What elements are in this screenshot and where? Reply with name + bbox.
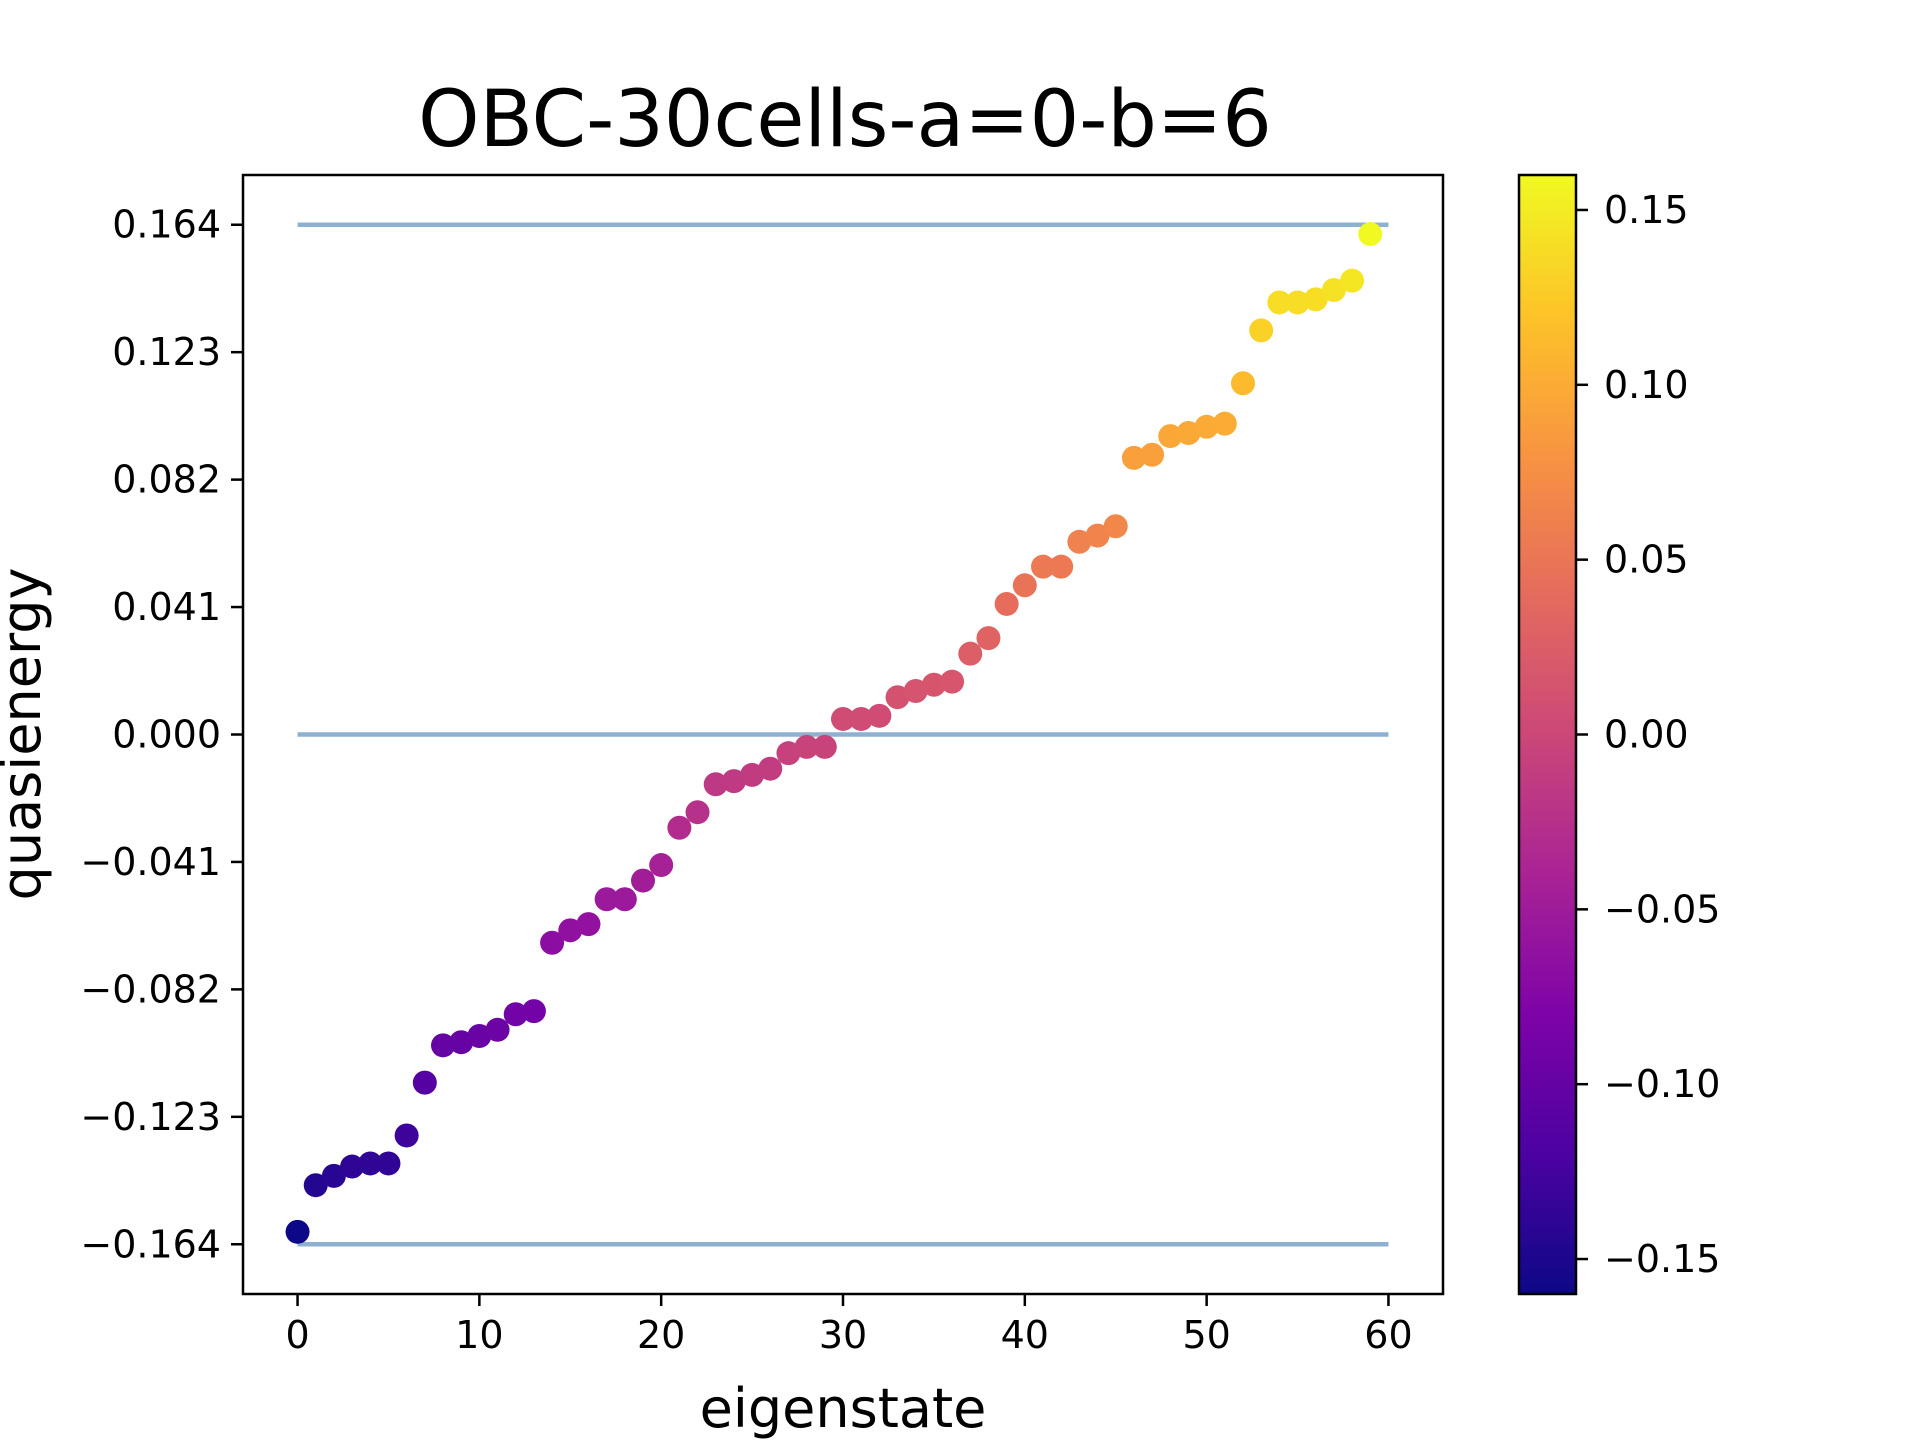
data-point: [921, 672, 946, 697]
y-tick-label: 0.000: [112, 713, 221, 757]
data-point: [703, 772, 728, 797]
y-tick-label: 0.164: [112, 203, 221, 247]
colorbar-tick-label: 0.05: [1604, 538, 1689, 582]
data-point: [1085, 523, 1110, 548]
data-point: [758, 756, 783, 781]
data-point: [1267, 290, 1292, 315]
data-point: [1121, 445, 1146, 470]
y-axis: 0.164 0.123 0.082 0.041 0.000 −0.041 −0.082 −0.…: [80, 203, 243, 1266]
colorbar-tick-label: 0.15: [1604, 188, 1689, 232]
reference-lines: [297, 222, 1389, 1247]
y-tick-label: 0.082: [112, 458, 221, 502]
x-tick-label: 0: [285, 1313, 309, 1357]
data-points: [285, 222, 1383, 1244]
data-point: [885, 685, 910, 710]
data-point: [540, 930, 565, 955]
data-point: [467, 1024, 492, 1049]
data-point: [1194, 414, 1219, 439]
data-point: [740, 762, 765, 787]
x-tick-label: 30: [819, 1313, 867, 1357]
data-point: [394, 1123, 419, 1148]
data-point: [576, 912, 601, 937]
data-point: [667, 815, 692, 840]
data-point: [1103, 514, 1128, 539]
data-point: [1321, 278, 1346, 303]
data-point: [1067, 529, 1092, 554]
data-point: [1303, 287, 1328, 312]
data-point: [976, 626, 1001, 651]
data-point: [940, 669, 965, 694]
data-point: [685, 800, 710, 825]
colorbar-tick-label: −0.15: [1604, 1237, 1720, 1281]
data-point: [558, 918, 583, 943]
data-point: [340, 1154, 365, 1179]
x-axis-title: eigenstate: [700, 1377, 987, 1440]
data-point: [631, 868, 655, 893]
y-tick-label: −0.082: [80, 967, 221, 1011]
data-point: [1285, 290, 1310, 315]
data-point: [376, 1151, 401, 1176]
data-point: [485, 1017, 510, 1042]
data-point: [521, 999, 546, 1024]
data-point: [431, 1033, 455, 1058]
data-point: [1212, 411, 1237, 436]
x-axis: 0 10 20 30 40 50 60: [285, 1294, 1413, 1357]
x-tick-label: 60: [1364, 1313, 1412, 1357]
data-point: [649, 853, 674, 878]
data-point: [1358, 222, 1383, 247]
x-tick-label: 50: [1182, 1313, 1230, 1357]
data-point: [412, 1070, 437, 1095]
data-point: [903, 678, 928, 703]
y-tick-label: 0.041: [112, 585, 221, 629]
y-tick-label: −0.041: [80, 840, 221, 884]
colorbar-tick-label: −0.10: [1604, 1062, 1720, 1106]
data-point: [794, 734, 819, 759]
y-tick-label: 0.123: [112, 330, 221, 374]
colorbar-axis: 0.15 0.10 0.05 0.00 −0.05 −0.10 −0.15: [1576, 188, 1720, 1281]
y-tick-label: −0.123: [80, 1095, 221, 1139]
data-point: [285, 1219, 310, 1244]
data-point: [1140, 442, 1165, 467]
colorbar-tick-label: −0.05: [1604, 887, 1720, 931]
data-point: [776, 741, 801, 766]
data-point: [1176, 420, 1201, 445]
colorbar-tick-label: 0.10: [1604, 363, 1689, 407]
colorbar-tick-label: 0.00: [1604, 713, 1689, 757]
data-point: [321, 1163, 346, 1188]
y-axis-title: quasienergy: [0, 568, 53, 901]
x-tick-label: 40: [1001, 1313, 1049, 1357]
data-point: [812, 734, 837, 759]
colorbar: [1517, 173, 1578, 1296]
data-point: [721, 769, 746, 794]
data-point: [958, 641, 983, 666]
data-point: [867, 703, 892, 728]
data-point: [1031, 554, 1055, 579]
data-point: [1158, 424, 1183, 449]
data-point: [849, 706, 874, 731]
data-point: [612, 887, 637, 912]
data-point: [358, 1151, 383, 1176]
data-point: [831, 706, 855, 731]
data-point: [994, 591, 1019, 616]
x-tick-label: 20: [637, 1313, 685, 1357]
chart-title: OBC-30cells-a=0-b=6: [418, 75, 1272, 165]
x-tick-label: 10: [455, 1313, 503, 1357]
data-point: [503, 1002, 528, 1027]
y-tick-label: −0.164: [80, 1222, 221, 1266]
data-point: [1049, 554, 1074, 579]
data-point: [1249, 318, 1274, 343]
data-point: [594, 887, 619, 912]
data-point: [1012, 573, 1037, 598]
data-point: [1340, 268, 1365, 293]
data-point: [1231, 371, 1255, 396]
data-point: [449, 1030, 474, 1055]
data-point: [303, 1173, 328, 1198]
